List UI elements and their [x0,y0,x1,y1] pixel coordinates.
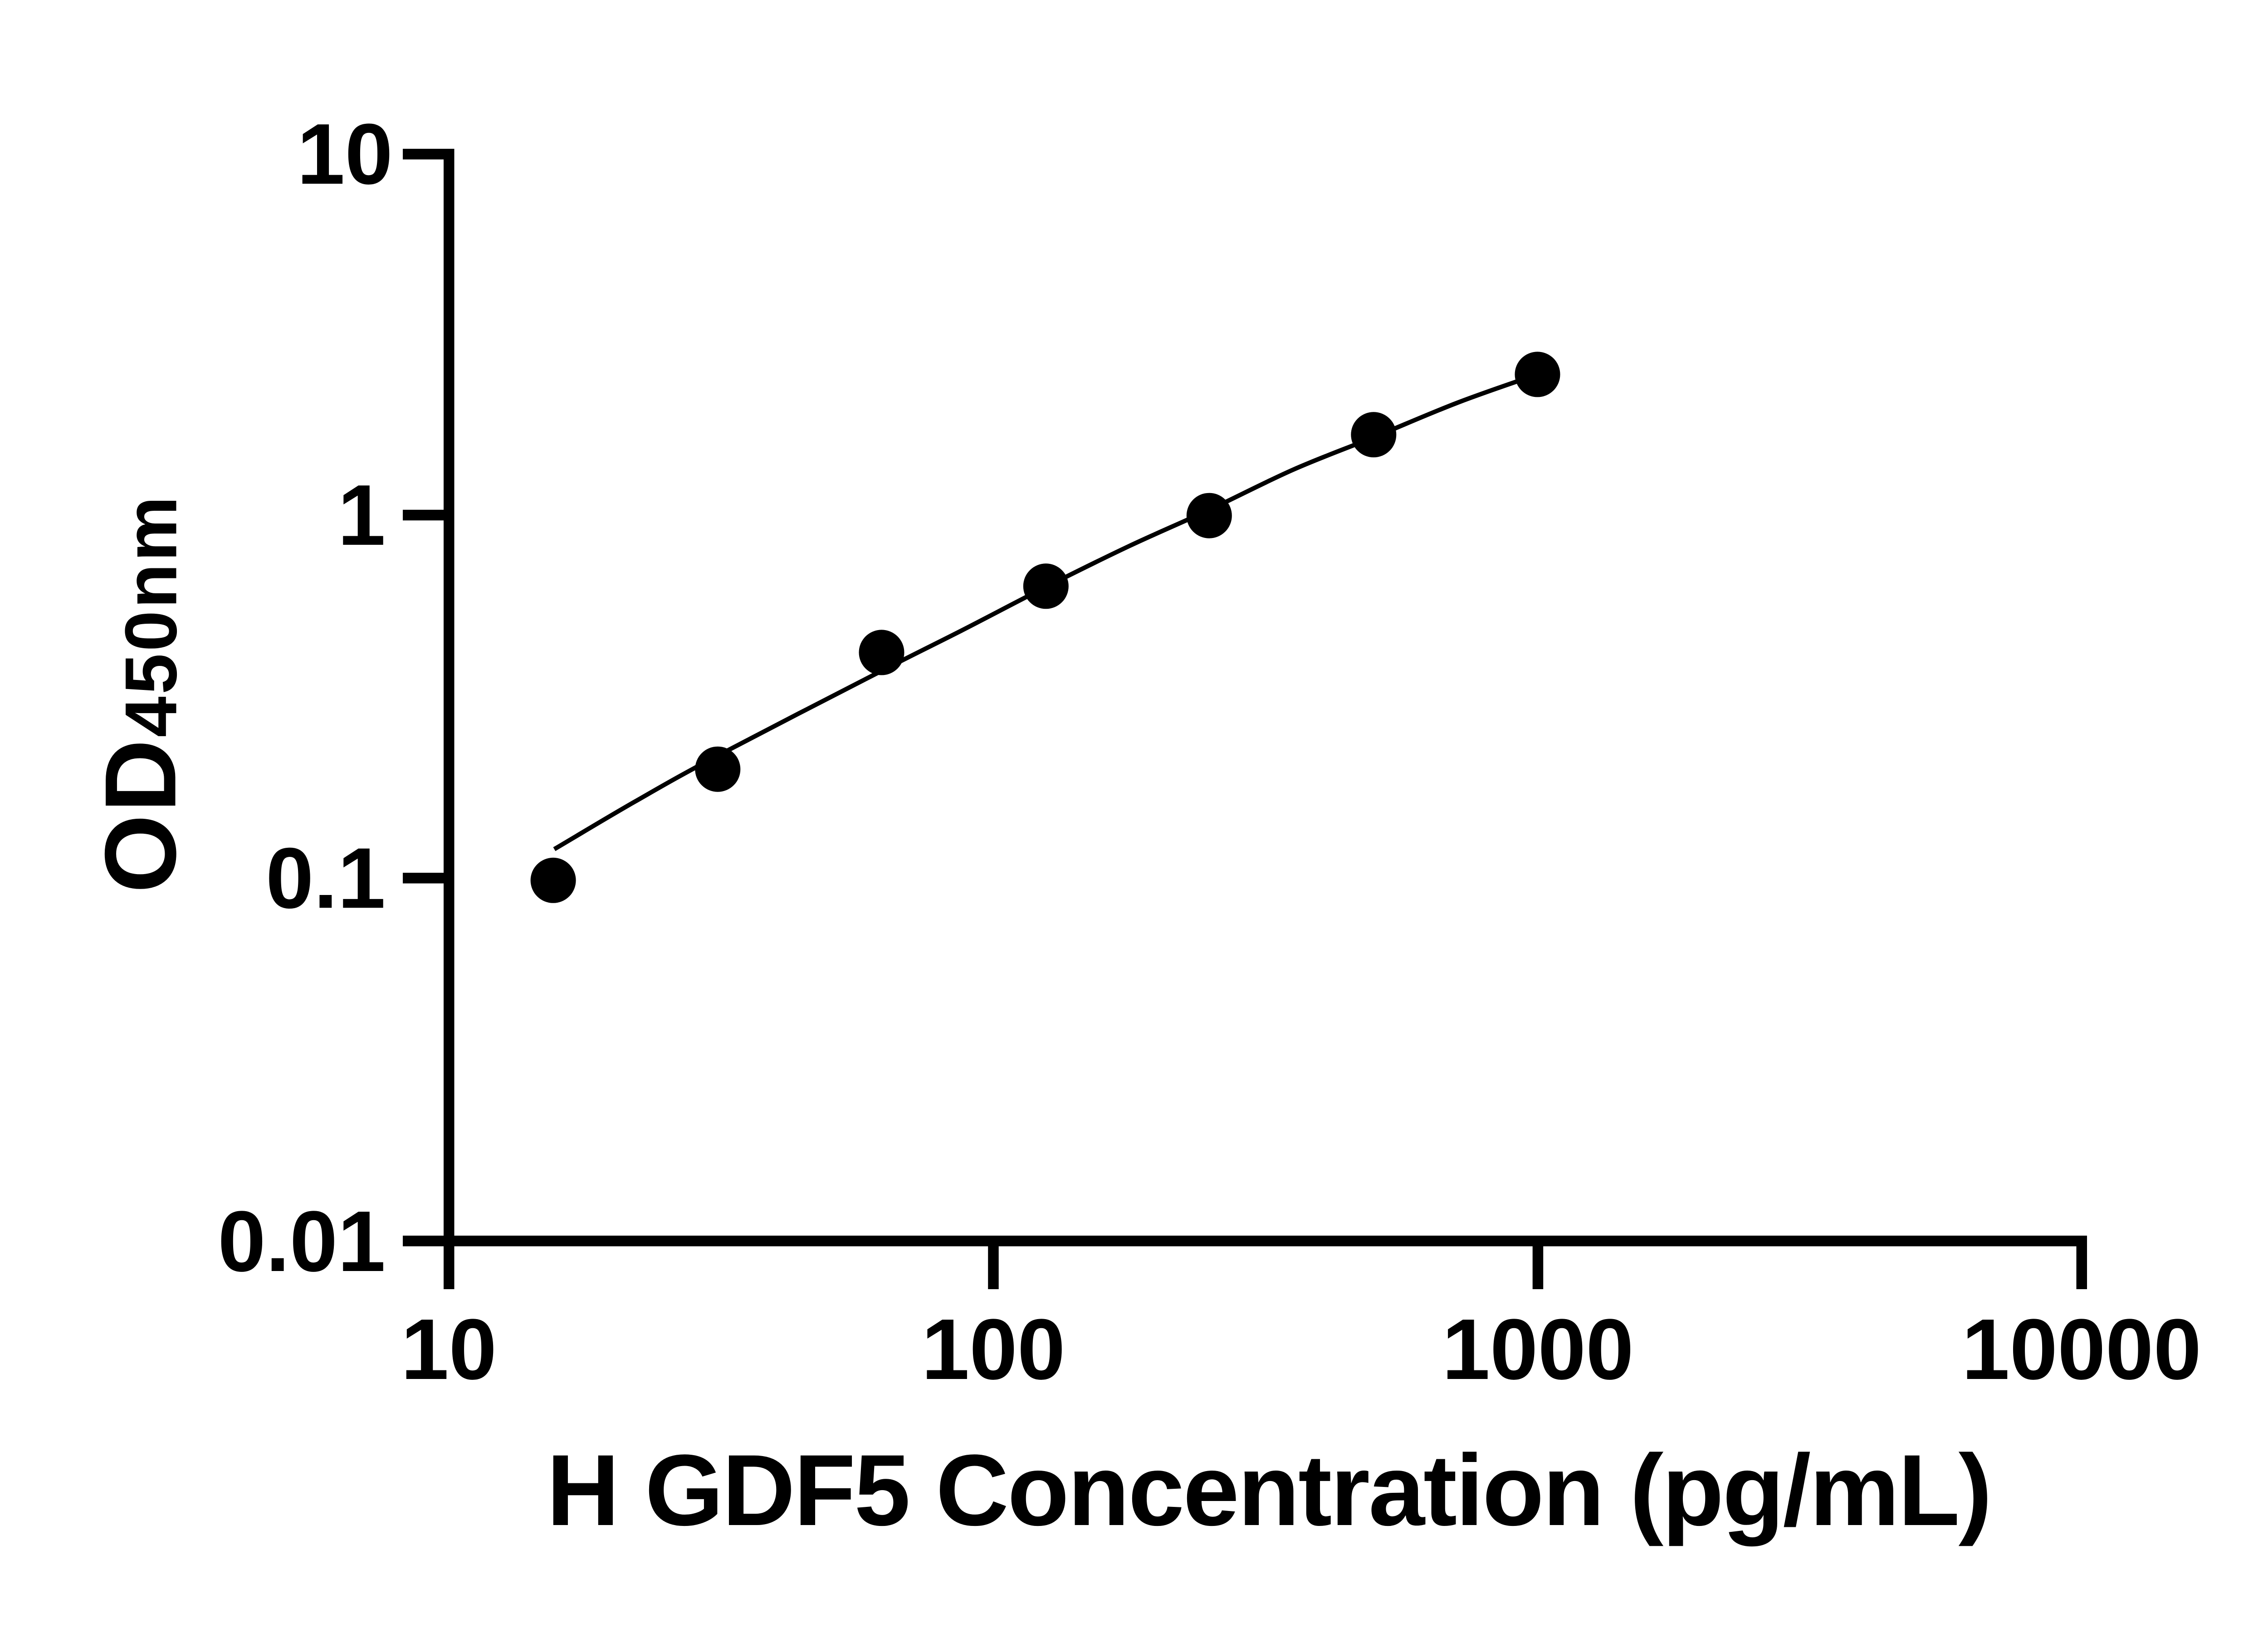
svg-text:10: 10 [401,1301,497,1398]
svg-text:1000: 1000 [1442,1301,1634,1398]
svg-text:1: 1 [337,467,386,563]
svg-text:0.1: 0.1 [266,830,386,926]
svg-text:10: 10 [297,106,393,202]
svg-text:0.01: 0.01 [218,1193,386,1290]
svg-text:H GDF5 Concentration (pg/mL): H GDF5 Concentration (pg/mL) [547,1434,1992,1547]
svg-text:100: 100 [921,1301,1065,1398]
svg-text:10000: 10000 [1962,1301,2201,1398]
